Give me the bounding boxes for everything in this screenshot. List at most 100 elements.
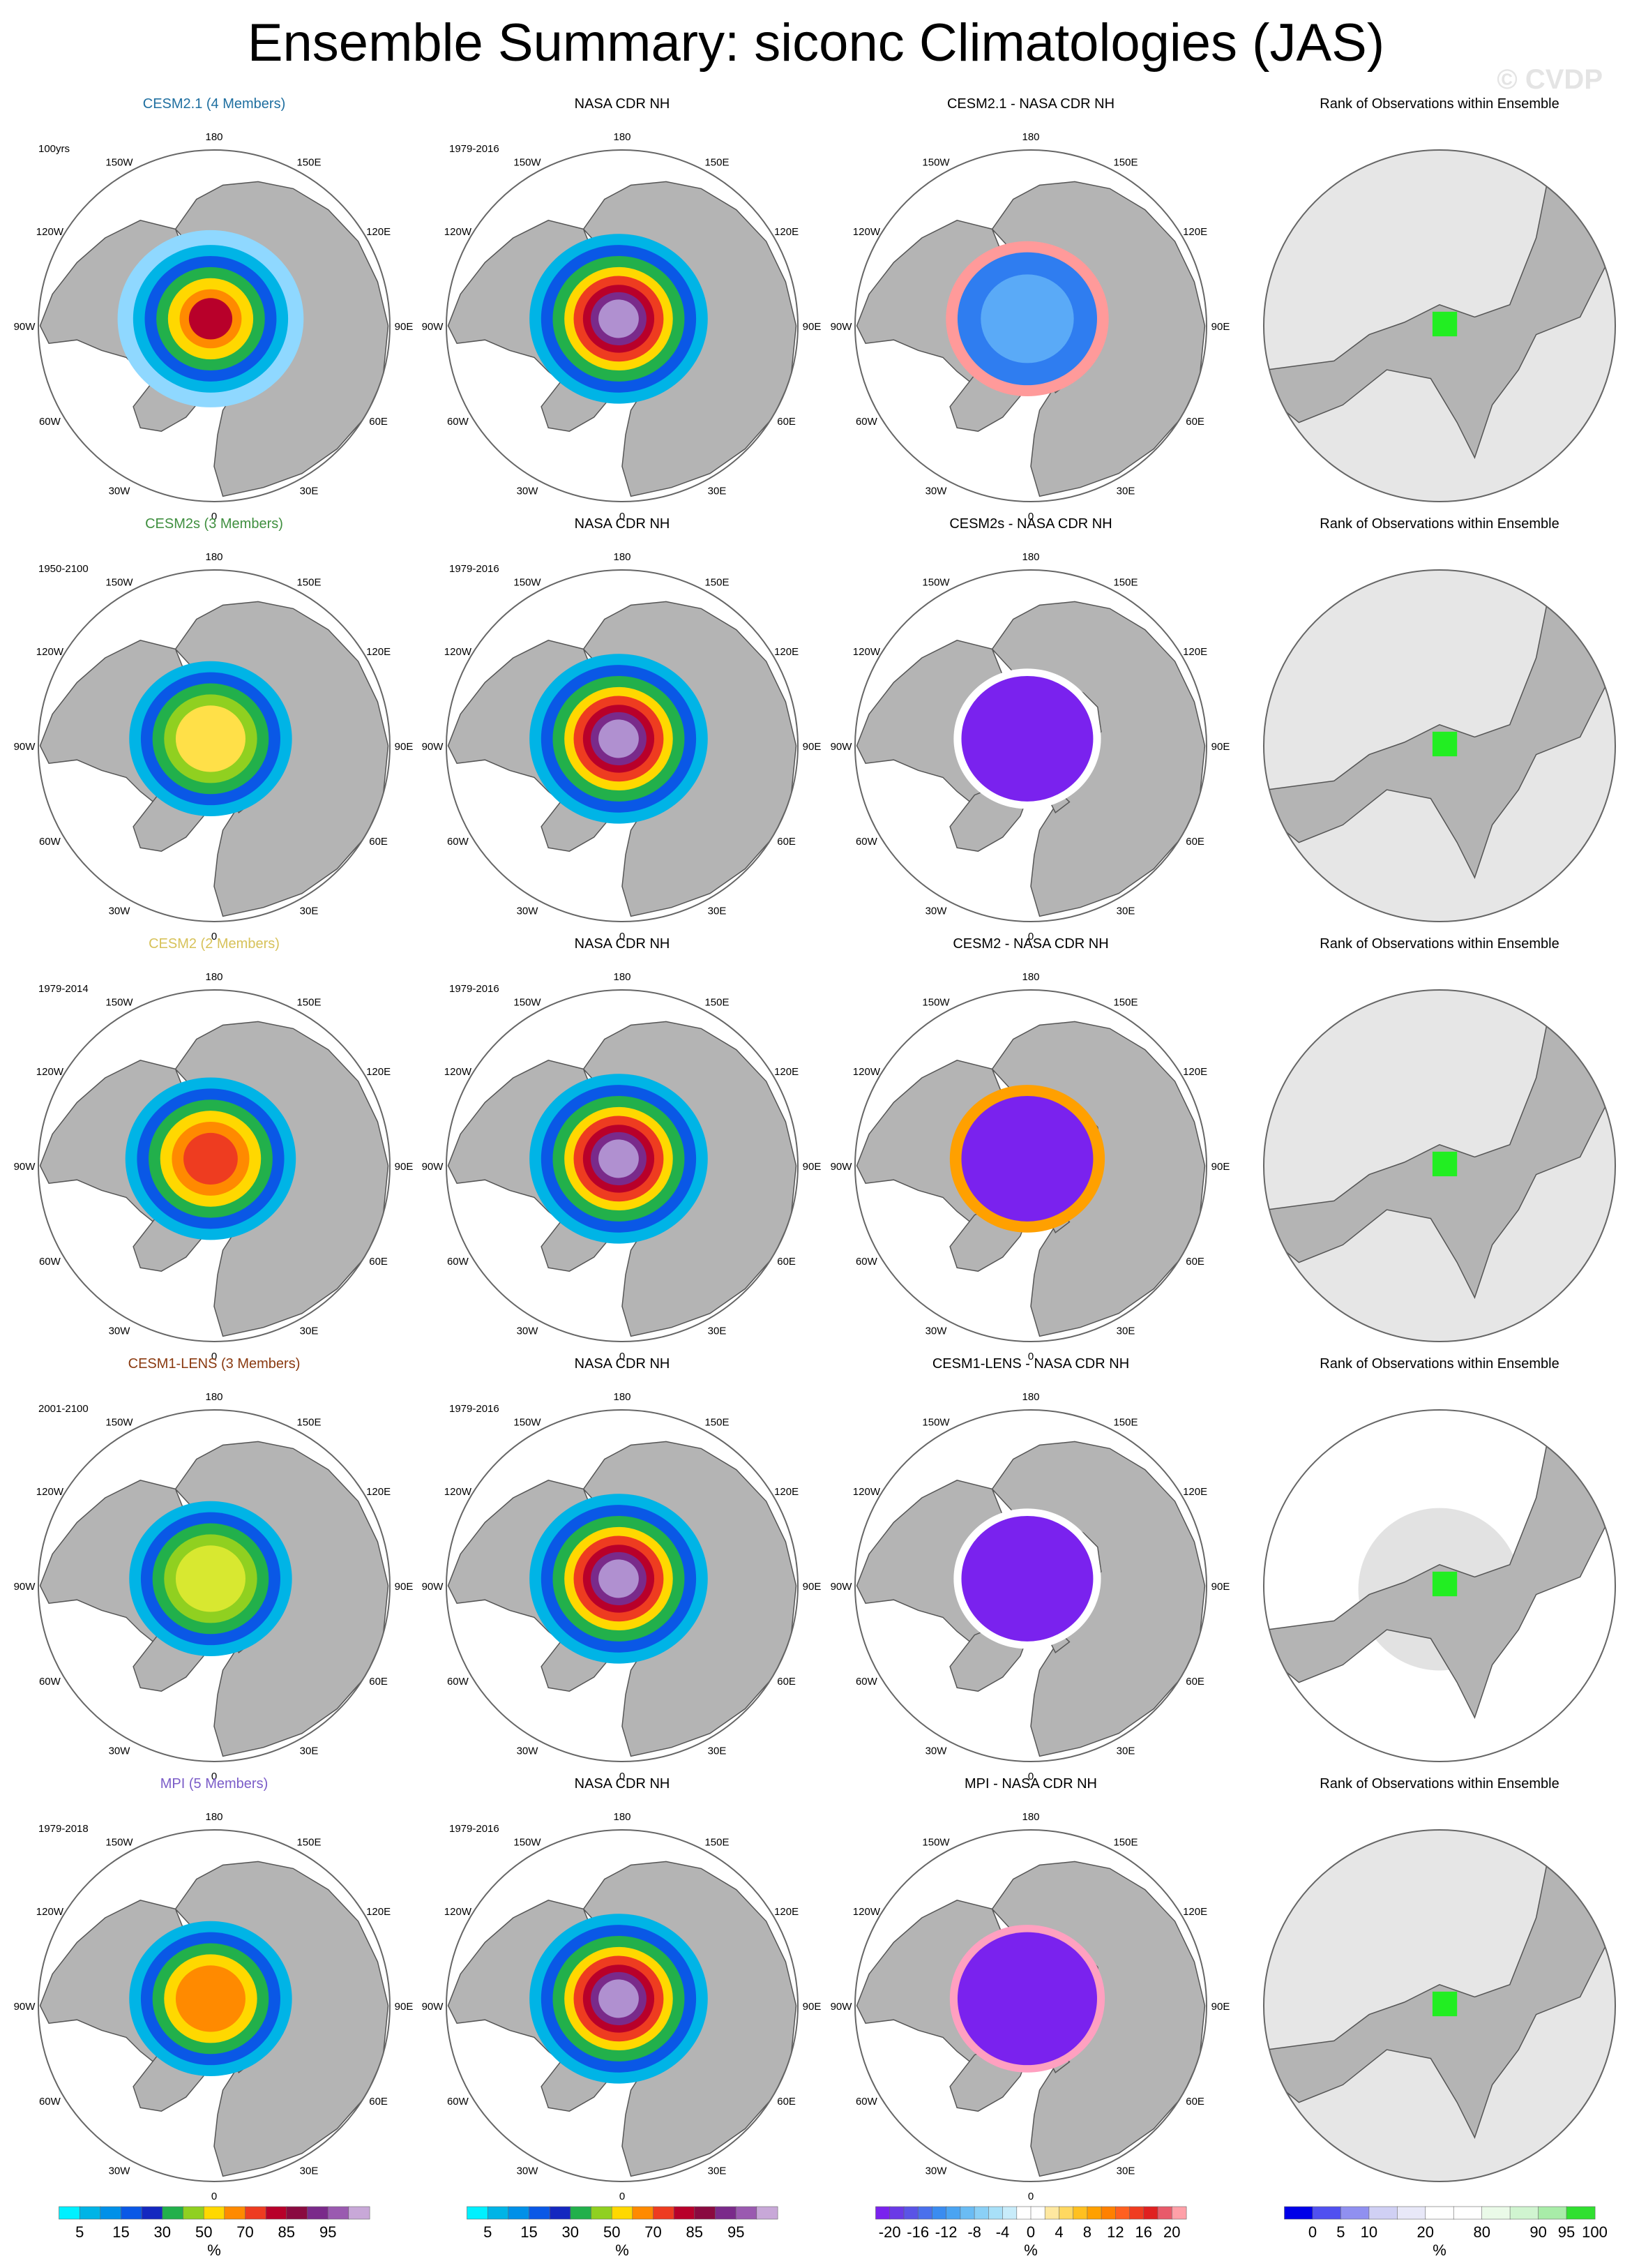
obs-period: 1979-2016 xyxy=(449,1823,499,1835)
longitude-label: 30E xyxy=(300,486,319,497)
colorbar-box xyxy=(121,2206,143,2220)
longitude-label: 120W xyxy=(36,646,64,658)
longitude-label: 60E xyxy=(777,836,796,848)
colorbar-tick-label: 80 xyxy=(1473,2223,1490,2241)
longitude-label: 60E xyxy=(369,2096,388,2108)
map-border xyxy=(38,149,391,502)
colorbar-box xyxy=(1453,2206,1483,2220)
colorbar-box xyxy=(1044,2206,1060,2220)
obs-period: 1979-2016 xyxy=(449,563,499,575)
colorbar-tick-label: 12 xyxy=(1107,2223,1124,2241)
colorbar-box xyxy=(508,2206,530,2220)
longitude-label: 0 xyxy=(619,931,625,943)
longitude-label: 30E xyxy=(300,1745,319,1757)
longitude-label: 150E xyxy=(296,156,321,168)
map-border xyxy=(854,569,1207,922)
longitude-label: 60W xyxy=(856,1256,878,1268)
ice-contour-7 xyxy=(598,1139,639,1178)
longitude-label: 30W xyxy=(517,906,539,917)
longitude-label: 60W xyxy=(856,416,878,428)
colorbar-box xyxy=(1425,2206,1455,2220)
colorbar-box xyxy=(1509,2206,1539,2220)
obs-2-map-body xyxy=(446,990,798,1342)
longitude-label: 90W xyxy=(831,2001,853,2013)
longitude-label: 90E xyxy=(395,321,414,333)
map-border xyxy=(38,569,391,922)
longitude-label: 120W xyxy=(853,646,881,658)
longitude-label: 0 xyxy=(1028,931,1034,943)
longitude-label: 150W xyxy=(922,1836,950,1848)
longitude-label: 30E xyxy=(708,1325,727,1337)
map-border xyxy=(38,989,391,1342)
colorbar-box xyxy=(1397,2206,1426,2220)
colorbar-box xyxy=(917,2206,933,2220)
colorbar-box xyxy=(348,2206,370,2220)
rank-0-map-body xyxy=(1264,150,1615,502)
colorbar-box xyxy=(1030,2206,1046,2220)
colorbar-tick-label: 20 xyxy=(1417,2223,1434,2241)
figure-title: Ensemble Summary: siconc Climatologies (… xyxy=(247,13,1385,73)
colorbar-tick-label: 0 xyxy=(1027,2223,1035,2241)
colorbar-tick-label: -4 xyxy=(996,2223,1010,2241)
colorbar-box xyxy=(1157,2206,1173,2220)
longitude-label: 180 xyxy=(613,971,630,983)
colorbar-tick-label: 15 xyxy=(112,2223,129,2241)
colorbar-box xyxy=(1073,2206,1088,2220)
longitude-label: 180 xyxy=(1022,1391,1039,1403)
colorbar-box xyxy=(1087,2206,1103,2220)
colorbar-box xyxy=(974,2206,990,2220)
longitude-label: 60E xyxy=(369,1676,388,1688)
longitude-label: 90E xyxy=(1211,321,1230,333)
longitude-label: 60E xyxy=(1186,2096,1204,2108)
longitude-label: 120W xyxy=(853,1486,881,1498)
colorbar-1: 5 15 30 50 70 85 95% xyxy=(467,2206,778,2259)
difference-title: MPI - NASA CDR NH xyxy=(965,1776,1097,1792)
rank-title: Rank of Observations within Ensemble xyxy=(1320,96,1559,112)
colorbar-box xyxy=(1284,2206,1313,2220)
obs-title: NASA CDR NH xyxy=(575,96,670,112)
colorbar-tick-label: 5 xyxy=(75,2223,84,2241)
map-border xyxy=(38,1829,391,2182)
difference-panel: CESM1-LENS - NASA CDR NH 180 150E 120E 90E 60… xyxy=(831,1356,1230,1782)
longitude-label: 30E xyxy=(1117,1745,1135,1757)
rank-cell-green xyxy=(1432,311,1458,337)
longitude-label: 30W xyxy=(925,1745,948,1757)
longitude-label: 150E xyxy=(1113,1416,1138,1428)
model-panel: CESM2.1 (4 Members) 100yrs 180 150E 120E 90E 6… xyxy=(14,96,414,523)
longitude-label: 120W xyxy=(853,226,881,238)
colorbar-box xyxy=(487,2206,509,2220)
longitude-label: 120E xyxy=(366,646,391,658)
longitude-label: 150E xyxy=(296,996,321,1008)
colorbar-2: -20 -16 -12 -8 -4 0 4 8 12 16 20% xyxy=(875,2206,1187,2259)
colorbar-tick-label: 95 xyxy=(1558,2223,1575,2241)
ice-contour-7 xyxy=(598,1559,639,1598)
map-border xyxy=(446,149,799,502)
colorbar-box xyxy=(549,2206,571,2220)
colorbar-box xyxy=(1115,2206,1131,2220)
ice-contour-6 xyxy=(188,298,233,340)
longitude-label: 0 xyxy=(1028,2191,1034,2202)
obs-4-map-body xyxy=(446,1830,798,2181)
longitude-label: 90E xyxy=(395,2001,414,2013)
longitude-label: 0 xyxy=(619,2191,625,2202)
longitude-label: 180 xyxy=(205,1811,222,1823)
obs-3-map-body xyxy=(446,1410,798,1762)
colorbar-box xyxy=(611,2206,633,2220)
longitude-label: 90W xyxy=(14,1161,36,1173)
longitude-label: 60E xyxy=(1186,1676,1204,1688)
colorbar-box xyxy=(467,2206,489,2220)
longitude-label: 90W xyxy=(831,1581,853,1593)
longitude-label: 150E xyxy=(1113,156,1138,168)
longitude-label: 120E xyxy=(774,646,799,658)
longitude-label: 30E xyxy=(708,1745,727,1757)
longitude-label: 90E xyxy=(1211,2001,1230,2013)
ice-contour-1 xyxy=(961,675,1094,802)
colorbar-box xyxy=(570,2206,592,2220)
rank-3-map-body xyxy=(1264,1410,1615,1762)
model-title: CESM2s (3 Members) xyxy=(145,516,283,532)
colorbar-tick-label: 50 xyxy=(195,2223,212,2241)
longitude-label: 30E xyxy=(300,906,319,917)
model-period: 2001-2100 xyxy=(38,1403,89,1415)
longitude-label: 30W xyxy=(109,486,131,497)
colorbar-unit: % xyxy=(1433,2241,1446,2259)
